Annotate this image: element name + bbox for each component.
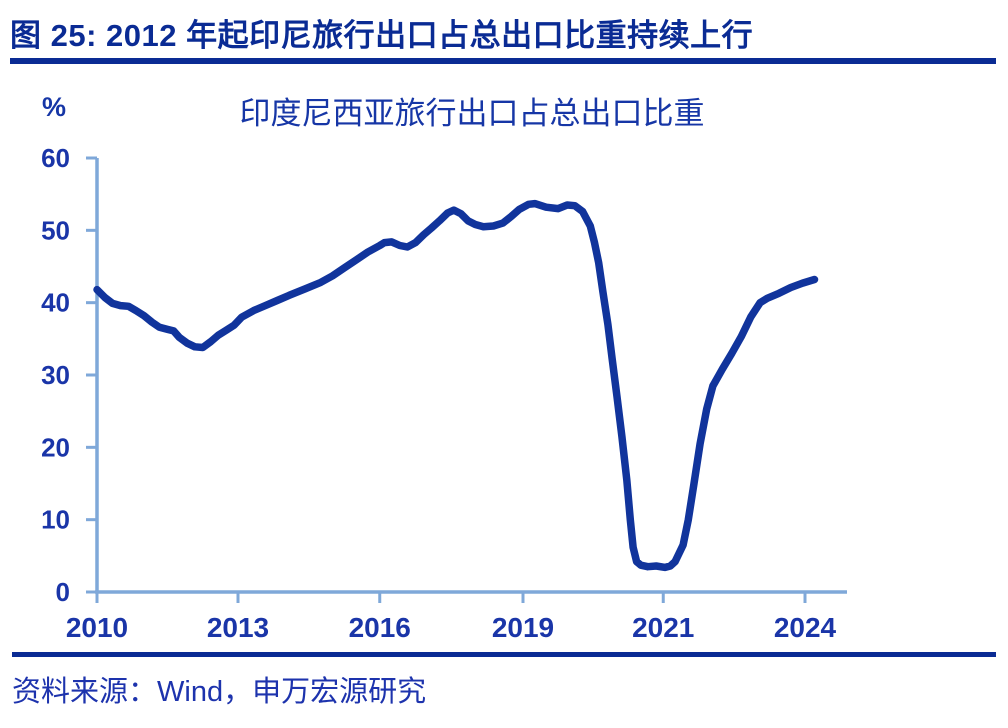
y-tick-label: 50 (41, 215, 70, 245)
chart-title: 印度尼西亚旅行出口占总出口比重 (239, 96, 705, 131)
y-tick-label: 20 (41, 432, 70, 462)
y-tick-label: 30 (41, 360, 70, 390)
x-tick-label: 2024 (774, 612, 837, 643)
y-tick-label: 60 (41, 143, 70, 173)
header-divider (10, 58, 996, 64)
y-tick-label: 0 (56, 577, 70, 607)
x-tick-label: 2013 (207, 612, 269, 643)
x-tick-label: 2019 (492, 612, 554, 643)
y-tick-label: 40 (41, 288, 70, 318)
series-line (93, 199, 819, 572)
source-note: 资料来源：Wind，申万宏源研究 (12, 676, 427, 708)
x-tick-label: 2010 (66, 612, 128, 643)
x-tick-label: 2016 (349, 612, 411, 643)
x-tick-label: 2021 (632, 612, 694, 643)
footer-divider (12, 652, 996, 657)
y-tick-label: 10 (41, 505, 70, 535)
y-axis-unit-label: % (42, 92, 67, 122)
figure-caption: 图 25: 2012 年起印尼旅行出口占总出口比重持续上行 (10, 18, 754, 53)
